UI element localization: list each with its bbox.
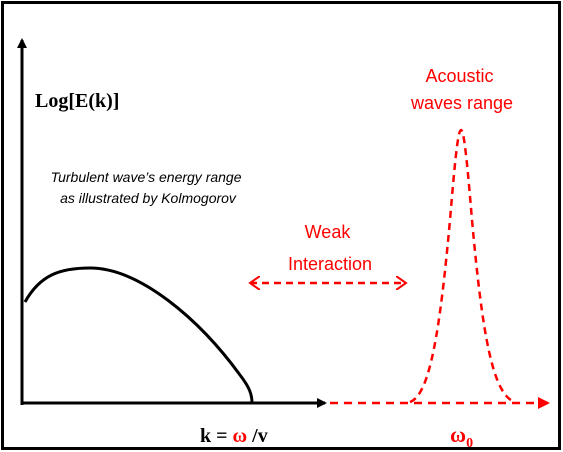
- k-label-lhs: k =: [200, 425, 228, 447]
- omega0-label: ω0: [450, 422, 473, 451]
- y-axis-label: Log[E(k)]: [35, 90, 119, 112]
- turbulent-line: Turbulent wave’s energy range: [51, 169, 242, 185]
- interaction-label: Weak Interaction: [288, 222, 372, 274]
- omega-symbol: ω: [450, 422, 466, 447]
- kolmogorov-curve: [23, 266, 254, 404]
- interaction-line: Interaction: [288, 254, 372, 274]
- k-label-rhs: /v: [251, 425, 268, 447]
- k-label-omega: ω: [233, 425, 248, 447]
- interaction-line: Weak: [305, 222, 352, 242]
- acoustic-line: Acoustic: [425, 66, 493, 86]
- acoustic-label: Acoustic waves range: [410, 66, 513, 113]
- acoustic-line: waves range: [410, 93, 513, 113]
- omega-subscript: 0: [466, 436, 473, 451]
- k-label: k = ω /v: [200, 425, 268, 447]
- acoustic-peak: [409, 128, 516, 404]
- turbulent-line: as illustrated by Kolmogorov: [60, 190, 237, 206]
- turbulent-label: Turbulent wave’s energy range as illustr…: [51, 169, 246, 206]
